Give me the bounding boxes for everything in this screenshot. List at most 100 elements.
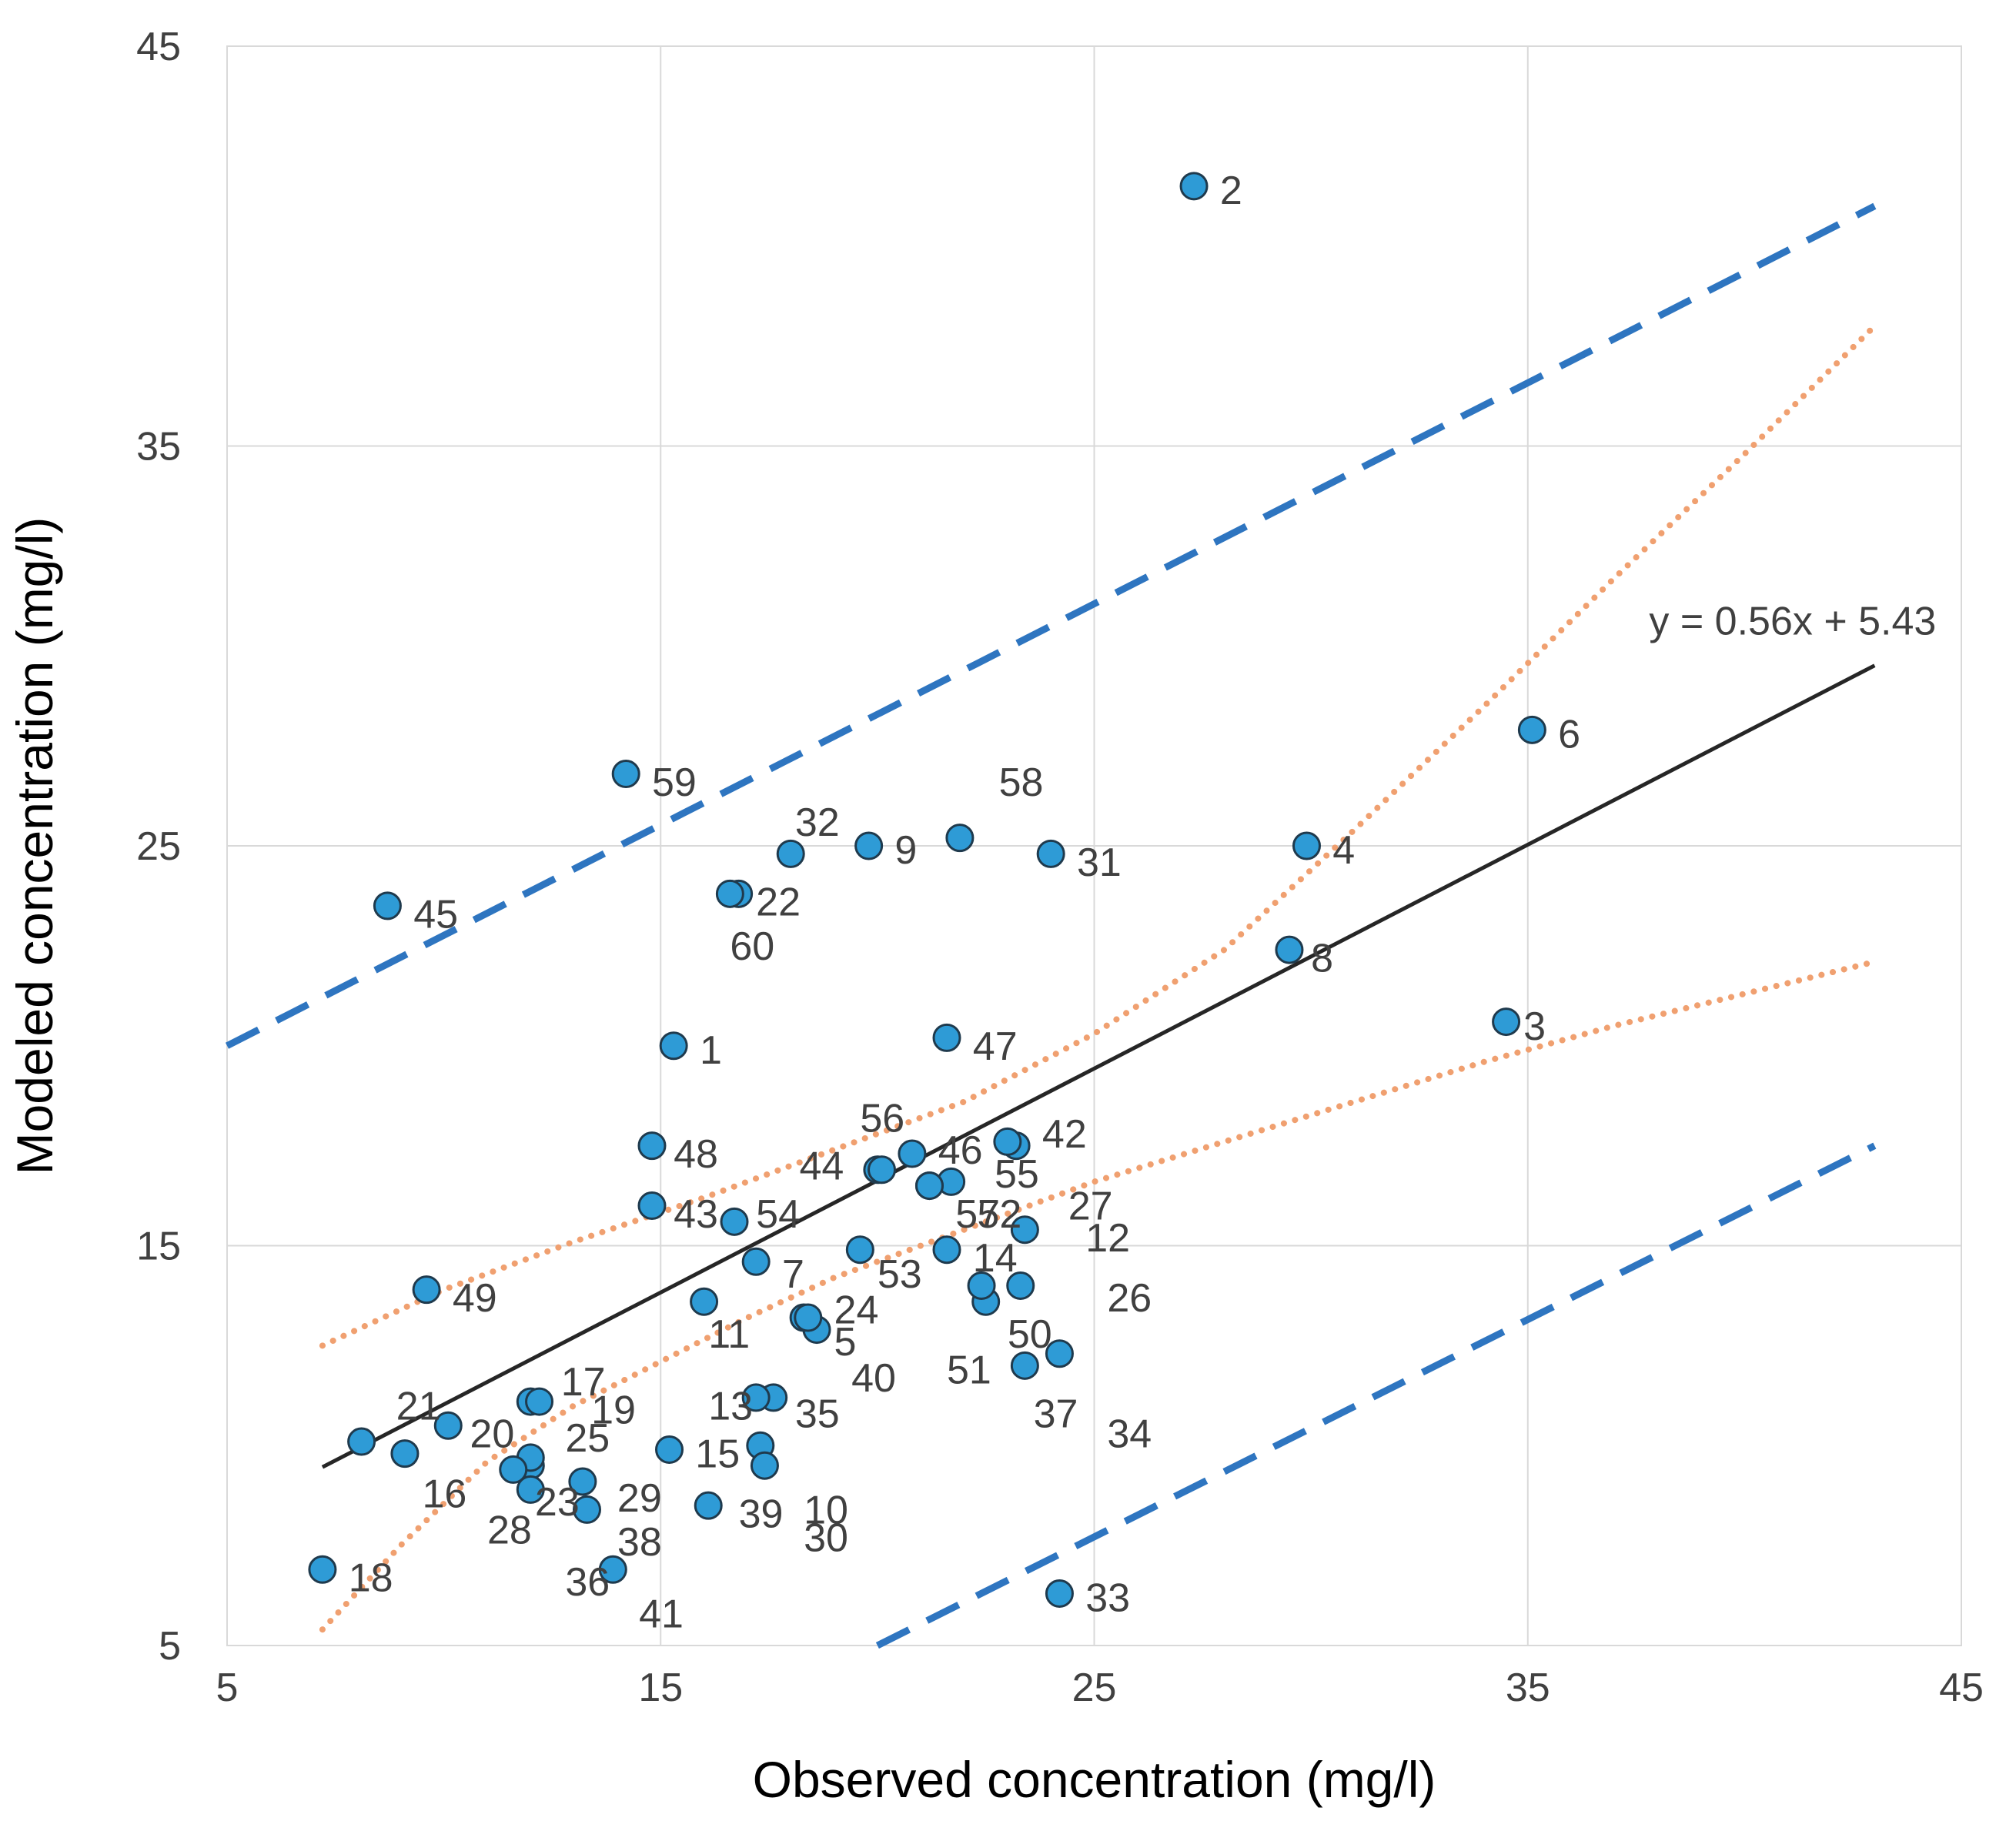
- prediction-interval-upper: [225, 202, 1877, 1049]
- regression-line-group: [321, 663, 1876, 1469]
- data-label: 42: [1042, 1112, 1087, 1157]
- data-label: 55: [995, 1152, 1039, 1197]
- data-point: [690, 1287, 719, 1316]
- data-point: [598, 1555, 627, 1584]
- data-point: [898, 1139, 927, 1168]
- data-point: [611, 759, 640, 788]
- data-point: [347, 1427, 376, 1456]
- data-label: 11: [708, 1312, 750, 1357]
- data-point: [637, 1131, 667, 1161]
- data-point: [854, 831, 884, 860]
- data-point: [1492, 1007, 1521, 1037]
- data-label: 46: [938, 1128, 983, 1173]
- data-point: [932, 1023, 961, 1052]
- data-point: [868, 1155, 897, 1184]
- data-point: [516, 1475, 545, 1504]
- interval-lines: [225, 202, 1878, 1649]
- data-label: 40: [851, 1356, 896, 1401]
- data-label: 1: [700, 1028, 722, 1073]
- data-label: 18: [349, 1556, 393, 1601]
- data-label: 37: [1034, 1392, 1078, 1437]
- data-point: [525, 1387, 554, 1416]
- data-point: [993, 1127, 1022, 1156]
- regression-equation: y = 0.56x + 5.43: [1649, 600, 1936, 644]
- data-label: 44: [799, 1144, 844, 1189]
- data-label: 20: [470, 1412, 514, 1457]
- data-label: 13: [708, 1384, 753, 1428]
- data-label: 29: [617, 1476, 662, 1521]
- data-label: 32: [795, 800, 840, 845]
- data-label: 34: [1107, 1412, 1152, 1457]
- data-label: 60: [730, 924, 774, 969]
- y-tick-label: 35: [136, 425, 181, 469]
- y-axis-title: Modeled concentration (mg/l): [6, 517, 63, 1175]
- data-points: [308, 172, 1546, 1608]
- data-point: [1010, 1351, 1039, 1380]
- data-label: 31: [1077, 840, 1122, 885]
- data-label: 58: [999, 760, 1044, 805]
- x-tick-label: 35: [1506, 1666, 1550, 1710]
- confidence-interval-lower: [319, 958, 1878, 1633]
- data-label: 3: [1523, 1004, 1546, 1049]
- x-tick-label: 5: [216, 1666, 239, 1710]
- data-label: 30: [804, 1516, 848, 1561]
- prediction-interval-lower: [875, 1142, 1877, 1649]
- data-label: 16: [422, 1472, 466, 1517]
- data-label: 53: [878, 1252, 922, 1297]
- data-label: 10: [804, 1488, 848, 1532]
- data-point: [1292, 831, 1321, 860]
- data-label: 4: [1332, 828, 1355, 873]
- regression-line: [321, 663, 1876, 1469]
- data-point: [694, 1491, 723, 1520]
- data-point: [659, 1031, 688, 1061]
- y-tick-label: 25: [136, 824, 181, 869]
- data-label: 21: [396, 1384, 441, 1428]
- data-point: [412, 1275, 441, 1305]
- data-label: 54: [756, 1192, 801, 1237]
- data-point: [1010, 1215, 1039, 1245]
- data-point: [715, 879, 744, 908]
- data-label: 9: [894, 828, 917, 873]
- data-label: 50: [1008, 1312, 1052, 1357]
- x-axis-title: Observed concentration (mg/l): [753, 1751, 1436, 1808]
- data-label: 56: [860, 1096, 904, 1141]
- data-label: 47: [973, 1024, 1018, 1069]
- data-point: [308, 1555, 337, 1584]
- data-point: [945, 824, 975, 853]
- data-label: 48: [674, 1132, 718, 1177]
- data-point: [433, 1411, 463, 1440]
- data-point: [845, 1235, 874, 1265]
- point-labels: 1234567891011121314151617181920212223242…: [349, 169, 1580, 1636]
- y-tick-label: 5: [159, 1624, 181, 1669]
- data-label: 17: [561, 1360, 606, 1405]
- data-point: [572, 1495, 601, 1524]
- data-label: 59: [652, 760, 697, 805]
- data-point: [1006, 1271, 1035, 1300]
- data-label: 45: [413, 892, 458, 937]
- data-point: [499, 1455, 528, 1484]
- data-point: [741, 1247, 771, 1276]
- data-point: [1045, 1579, 1074, 1608]
- data-label: 57: [955, 1192, 1000, 1237]
- data-label: 7: [782, 1252, 804, 1297]
- data-point: [373, 891, 402, 921]
- data-point: [720, 1207, 749, 1236]
- data-point: [655, 1435, 684, 1464]
- data-point: [932, 1235, 961, 1265]
- data-point: [967, 1271, 996, 1300]
- y-tick-label: 15: [136, 1225, 181, 1269]
- data-point: [1179, 172, 1209, 201]
- x-tick-label: 25: [1072, 1666, 1117, 1710]
- x-tick-label: 15: [638, 1666, 683, 1710]
- data-label: 22: [756, 880, 801, 925]
- data-point: [914, 1171, 944, 1201]
- data-point: [1517, 715, 1546, 744]
- data-point: [741, 1383, 771, 1412]
- data-point: [1036, 839, 1065, 868]
- data-point: [1045, 1339, 1074, 1368]
- data-point: [1275, 935, 1304, 964]
- data-label: 51: [947, 1348, 991, 1393]
- data-label: 49: [453, 1276, 497, 1321]
